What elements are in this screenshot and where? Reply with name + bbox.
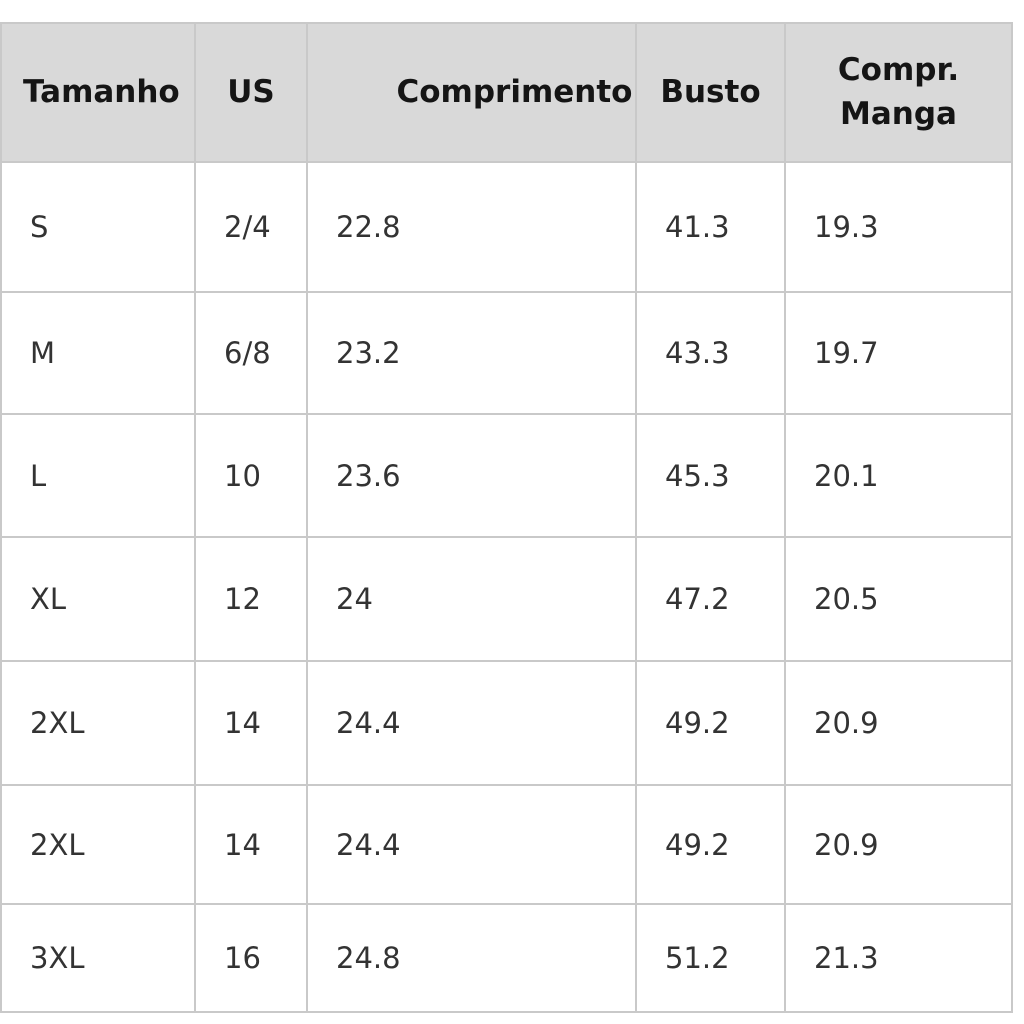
table-cell: 21.3 bbox=[786, 905, 1013, 1013]
table-cell: 24.8 bbox=[308, 905, 637, 1013]
cell-text: 19.3 bbox=[814, 210, 879, 244]
table-cell: 20.5 bbox=[786, 538, 1013, 662]
cell-text: Busto bbox=[660, 73, 761, 110]
cell-text: Compr. Manga bbox=[837, 52, 960, 132]
cell-text: 21.3 bbox=[814, 941, 879, 975]
cell-text: Tamanho bbox=[23, 73, 180, 110]
table-cell: 24.4 bbox=[308, 786, 637, 905]
table-cell: 23.6 bbox=[308, 415, 637, 538]
table-cell: 16 bbox=[196, 905, 308, 1013]
cell-text: 49.2 bbox=[665, 827, 730, 862]
cell-text: 3XL bbox=[30, 941, 85, 975]
header-cell: Comprimento bbox=[308, 22, 637, 163]
cell-text: XL bbox=[30, 582, 67, 616]
table-cell: 2/4 bbox=[196, 163, 308, 293]
cell-text: L bbox=[30, 458, 47, 493]
cell-text: S bbox=[30, 210, 49, 244]
cell-text: 41.3 bbox=[665, 210, 730, 244]
cell-text: 16 bbox=[224, 941, 261, 975]
cell-text: Comprimento bbox=[396, 73, 633, 110]
table-cell: 12 bbox=[196, 538, 308, 662]
table-cell: 51.2 bbox=[637, 905, 786, 1013]
table-cell: 24 bbox=[308, 538, 637, 662]
table-cell: 23.2 bbox=[308, 293, 637, 415]
cell-text: 49.2 bbox=[665, 706, 730, 740]
cell-text: 20.1 bbox=[814, 458, 879, 493]
table-cell: M bbox=[0, 293, 196, 415]
table-cell: S bbox=[0, 163, 196, 293]
table-cell: 22.8 bbox=[308, 163, 637, 293]
cell-text: US bbox=[227, 73, 275, 110]
cell-text: 2XL bbox=[30, 827, 85, 862]
cell-text: 14 bbox=[224, 827, 261, 862]
table-cell: 43.3 bbox=[637, 293, 786, 415]
cell-text: 23.6 bbox=[336, 458, 401, 493]
cell-text: 14 bbox=[224, 706, 261, 740]
cell-text: 47.2 bbox=[665, 582, 730, 616]
cell-text: 2/4 bbox=[224, 210, 271, 244]
table-cell: 2XL bbox=[0, 662, 196, 786]
table-cell: L bbox=[0, 415, 196, 538]
table-cell: 20.1 bbox=[786, 415, 1013, 538]
table-cell: 49.2 bbox=[637, 662, 786, 786]
cell-text: 23.2 bbox=[336, 336, 401, 370]
cell-text: 20.9 bbox=[814, 706, 879, 740]
table-cell: 6/8 bbox=[196, 293, 308, 415]
table-cell: XL bbox=[0, 538, 196, 662]
table-cell: 47.2 bbox=[637, 538, 786, 662]
cell-text: 22.8 bbox=[336, 210, 401, 244]
cell-text: 24.8 bbox=[336, 941, 401, 975]
cell-text: 2XL bbox=[30, 706, 85, 740]
cell-text: 12 bbox=[224, 582, 261, 616]
cell-text: 10 bbox=[224, 458, 261, 493]
cell-text: 24 bbox=[336, 582, 373, 616]
table-cell: 14 bbox=[196, 786, 308, 905]
cell-text: M bbox=[30, 336, 56, 370]
cell-text: 20.9 bbox=[814, 827, 879, 862]
table-cell: 20.9 bbox=[786, 662, 1013, 786]
header-cell: Tamanho bbox=[0, 22, 196, 163]
cell-text: 45.3 bbox=[665, 458, 730, 493]
header-cell: Busto bbox=[637, 22, 786, 163]
header-cell: US bbox=[196, 22, 308, 163]
table-cell: 19.3 bbox=[786, 163, 1013, 293]
table-cell: 3XL bbox=[0, 905, 196, 1013]
table-cell: 45.3 bbox=[637, 415, 786, 538]
cell-text: 24.4 bbox=[336, 827, 401, 862]
table-cell: 41.3 bbox=[637, 163, 786, 293]
header-cell: Compr. Manga bbox=[786, 22, 1013, 163]
table-cell: 24.4 bbox=[308, 662, 637, 786]
cell-text: 24.4 bbox=[336, 706, 401, 740]
table-cell: 19.7 bbox=[786, 293, 1013, 415]
cell-text: 43.3 bbox=[665, 336, 730, 370]
cell-text: 6/8 bbox=[224, 336, 271, 370]
table-cell: 49.2 bbox=[637, 786, 786, 905]
table-cell: 14 bbox=[196, 662, 308, 786]
cell-text: 19.7 bbox=[814, 336, 879, 370]
cell-text: 51.2 bbox=[665, 941, 730, 975]
cell-text: 20.5 bbox=[814, 582, 879, 616]
table-cell: 10 bbox=[196, 415, 308, 538]
table-cell: 2XL bbox=[0, 786, 196, 905]
table-cell: 20.9 bbox=[786, 786, 1013, 905]
